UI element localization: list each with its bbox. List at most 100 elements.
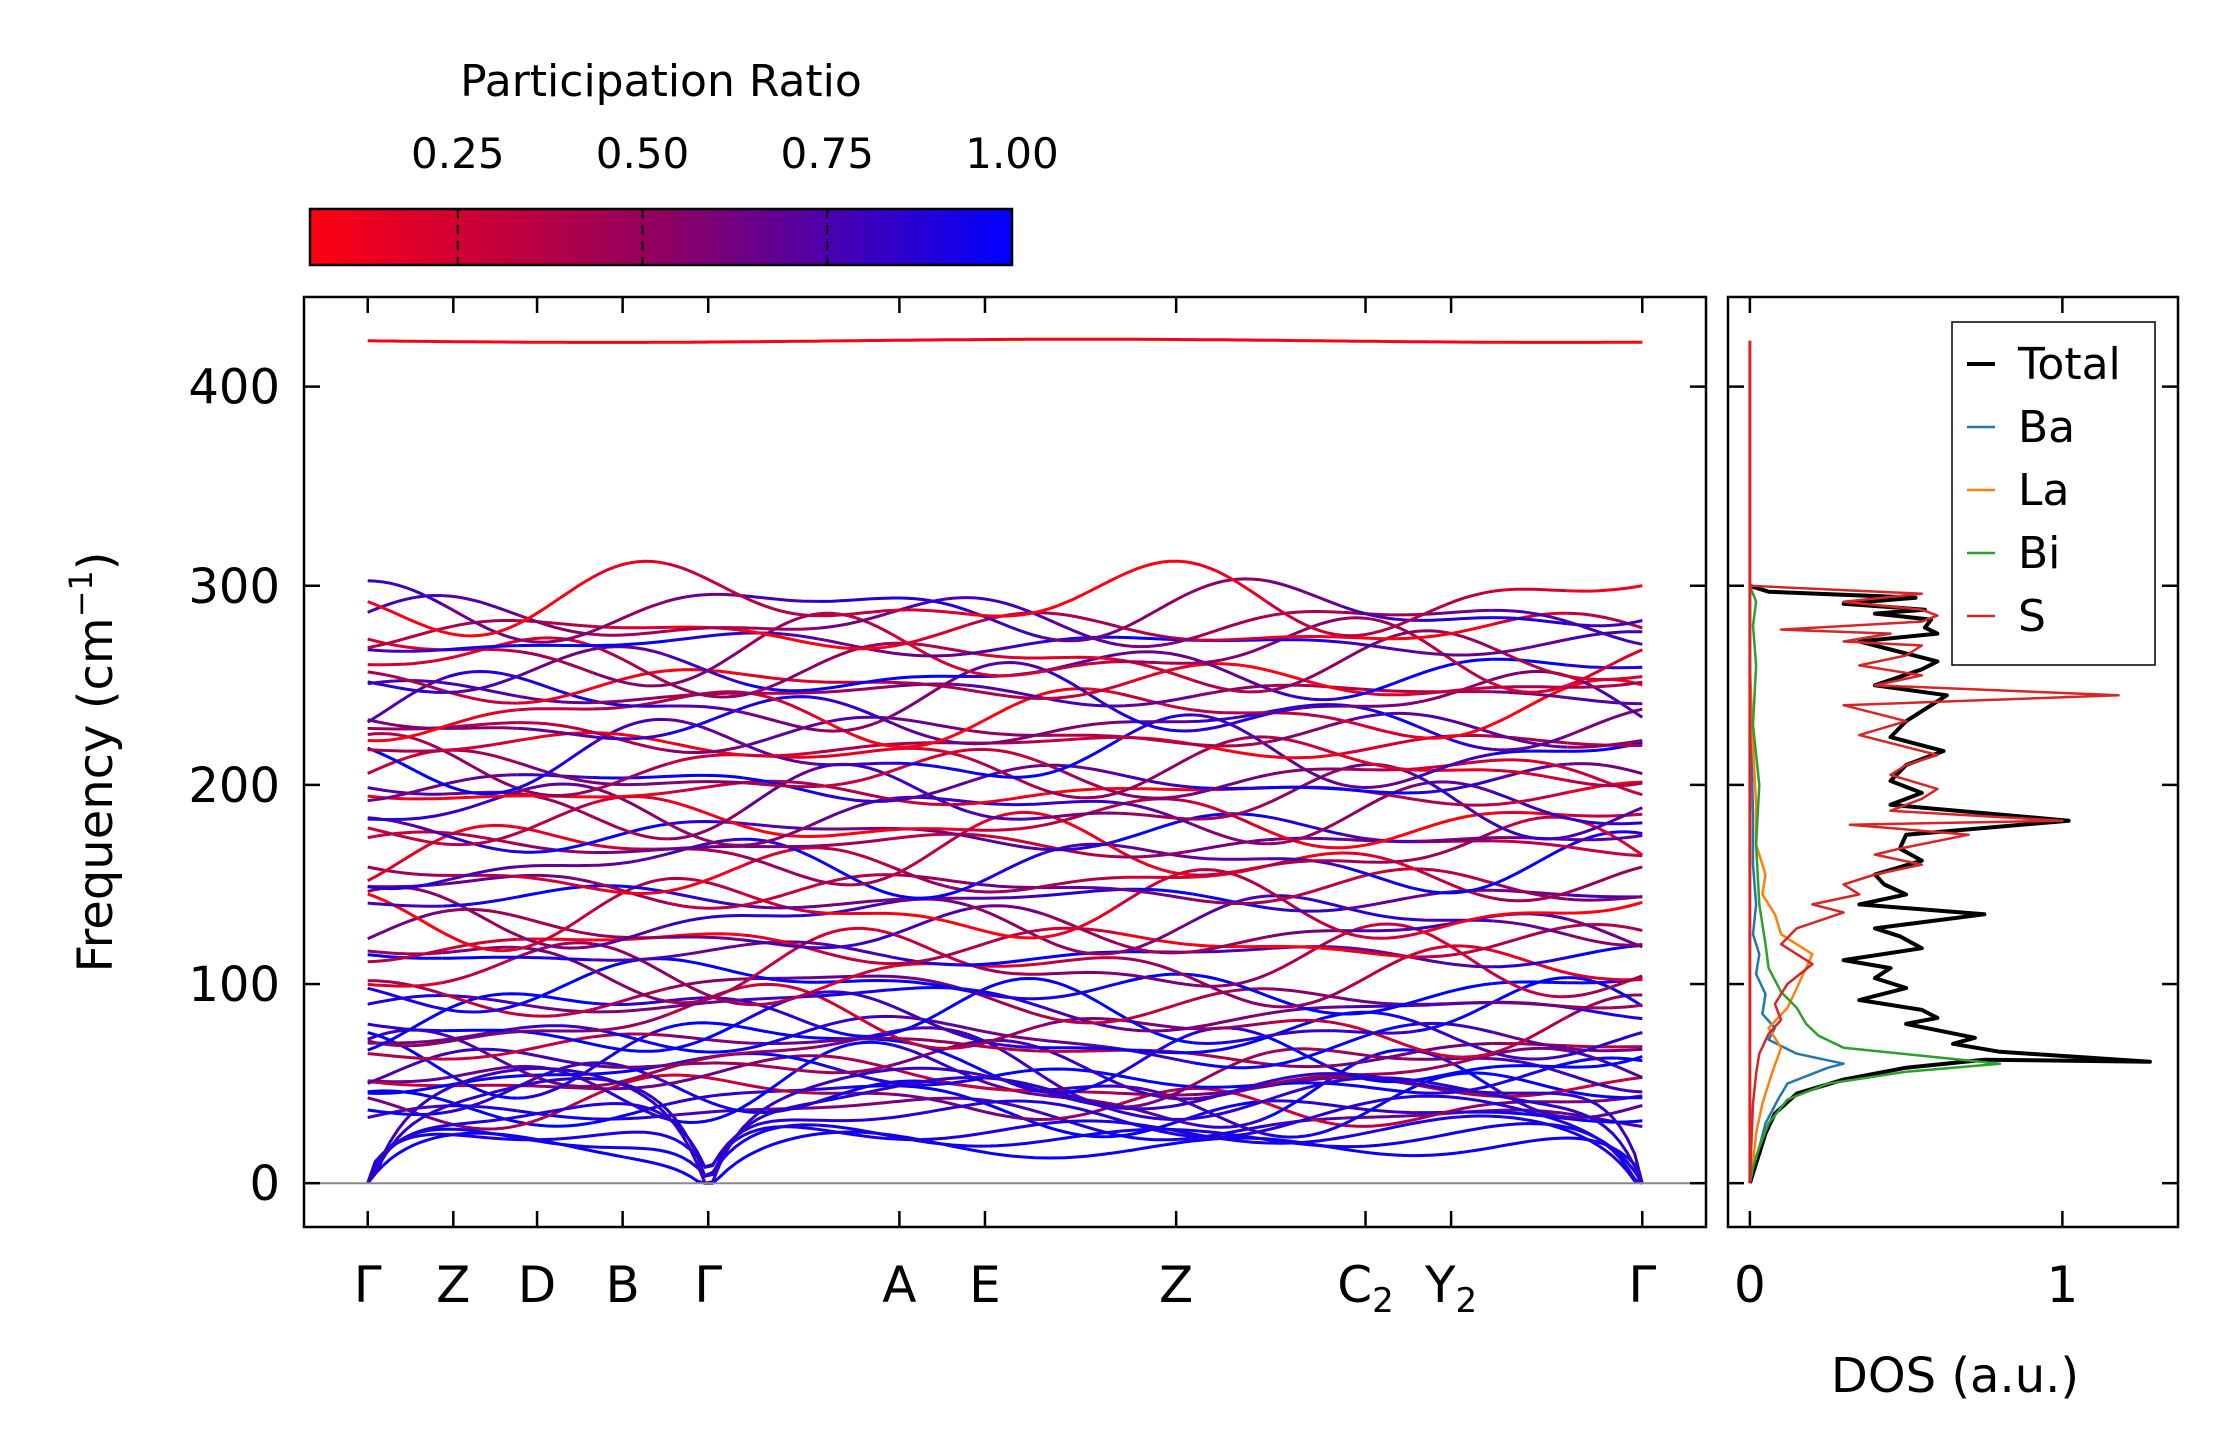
band-line: [517, 1050, 593, 1067]
band-line: [517, 1066, 594, 1100]
band-line: [742, 892, 818, 914]
band-line: [817, 696, 894, 725]
band-line: [667, 977, 743, 990]
band-line: [1491, 731, 1568, 749]
band-line: [1267, 1018, 1343, 1026]
band-line: [1192, 1012, 1268, 1030]
band-line: [1342, 738, 1418, 756]
band-line: [1267, 1047, 1343, 1055]
band-line: [666, 973, 743, 1006]
band-line: [966, 1032, 1044, 1078]
band-line: [442, 931, 518, 953]
band-line: [967, 1096, 1043, 1127]
band-line: [592, 1013, 669, 1033]
band-line: [1042, 1005, 1118, 1030]
band-line: [1117, 734, 1193, 746]
band-line: [1492, 891, 1568, 903]
kpoint-letter: B: [605, 1256, 639, 1314]
band-line: [667, 809, 744, 841]
frequency-tick-label: 400: [188, 360, 280, 416]
band-line: [367, 879, 444, 891]
band-line: [1342, 775, 1418, 790]
band-line: [966, 852, 1044, 889]
kpoint-label: Γ: [1628, 1256, 1656, 1314]
band-line: [1117, 1133, 1193, 1142]
band-line: [1416, 774, 1494, 825]
band-line: [1417, 836, 1493, 843]
band-line: [367, 1010, 444, 1052]
band-line: [442, 782, 519, 796]
band-line: [817, 677, 893, 691]
band-line: [816, 858, 893, 896]
band-line: [1492, 839, 1568, 849]
band-line: [1191, 1099, 1268, 1119]
band-line: [367, 1052, 443, 1061]
band-line: [1417, 616, 1493, 622]
band-line: [967, 823, 1043, 832]
band-line: [1566, 766, 1643, 797]
band-line: [1192, 1035, 1268, 1054]
band-line: [517, 726, 593, 739]
band-line: [667, 781, 743, 795]
band-line: [442, 895, 518, 908]
band-line: [442, 721, 518, 730]
band-line: [1417, 1083, 1493, 1095]
band-line: [517, 629, 594, 644]
band-line: [967, 1043, 1043, 1053]
band-line: [1567, 1055, 1643, 1069]
band-line: [742, 1045, 818, 1055]
band-line: [592, 1063, 668, 1069]
band-line: [1492, 749, 1568, 756]
band-line: [1042, 1014, 1118, 1025]
band-line: [967, 956, 1043, 967]
band-line: [1567, 1089, 1643, 1100]
band-line: [1192, 892, 1268, 910]
band-line: [1042, 904, 1119, 939]
legend-label-ba: Ba: [2018, 402, 2075, 453]
band-line: [967, 989, 1043, 1018]
band-line: [1416, 1021, 1493, 1054]
band-line: [891, 865, 968, 892]
band-line: [1117, 849, 1193, 859]
dos-tick-label: 1: [2046, 1256, 2078, 1314]
band-line: [1042, 799, 1118, 806]
band-line: [367, 725, 444, 743]
kpoint-subscript: 2: [1372, 1281, 1394, 1321]
band-line: [1417, 798, 1493, 807]
band-line: [892, 795, 968, 804]
band-line: [742, 1062, 818, 1074]
band-line: [1042, 811, 1118, 820]
band-line: [442, 955, 518, 960]
band-line: [592, 695, 668, 705]
band-line: [367, 813, 443, 821]
band-line: [517, 909, 594, 951]
band-line: [1192, 644, 1268, 665]
kpoint-label: C2: [1337, 1256, 1394, 1321]
band-line: [667, 981, 744, 1005]
band-line: [1267, 1073, 1343, 1087]
band-line: [1341, 930, 1418, 940]
band-line: [1117, 1026, 1193, 1033]
band-line: [966, 810, 1043, 832]
band-line: [367, 746, 444, 786]
band-line: [1267, 638, 1343, 644]
band-line: [1491, 1046, 1568, 1056]
band-line: [1192, 943, 1268, 949]
band-line: [442, 669, 519, 680]
dos-la-line: [1748, 585, 1814, 1184]
band-line: [442, 832, 518, 854]
band-line: [592, 1042, 668, 1053]
band-line: [1342, 948, 1418, 959]
dos-s-line: [1748, 340, 2120, 1184]
legend-label-total: Total: [2017, 339, 2121, 390]
band-line: [367, 1084, 443, 1095]
band-line: [817, 1084, 893, 1091]
band-line: [442, 726, 518, 730]
band-line: [1567, 779, 1643, 788]
band-line: [667, 1019, 744, 1052]
band-line: [817, 761, 893, 767]
band-line: [592, 1066, 669, 1088]
band-line: [367, 948, 444, 964]
